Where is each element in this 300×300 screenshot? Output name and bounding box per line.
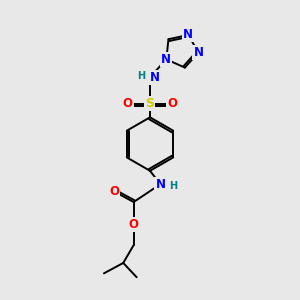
Text: N: N bbox=[150, 71, 160, 84]
Text: O: O bbox=[167, 98, 177, 110]
Text: O: O bbox=[109, 185, 119, 198]
Text: H: H bbox=[138, 71, 146, 81]
Text: S: S bbox=[146, 98, 154, 110]
Text: H: H bbox=[169, 181, 177, 191]
Text: O: O bbox=[123, 98, 133, 110]
Text: N: N bbox=[183, 28, 193, 41]
Text: N: N bbox=[155, 178, 165, 191]
Text: N: N bbox=[161, 53, 171, 66]
Text: N: N bbox=[194, 46, 203, 59]
Text: O: O bbox=[129, 218, 139, 231]
